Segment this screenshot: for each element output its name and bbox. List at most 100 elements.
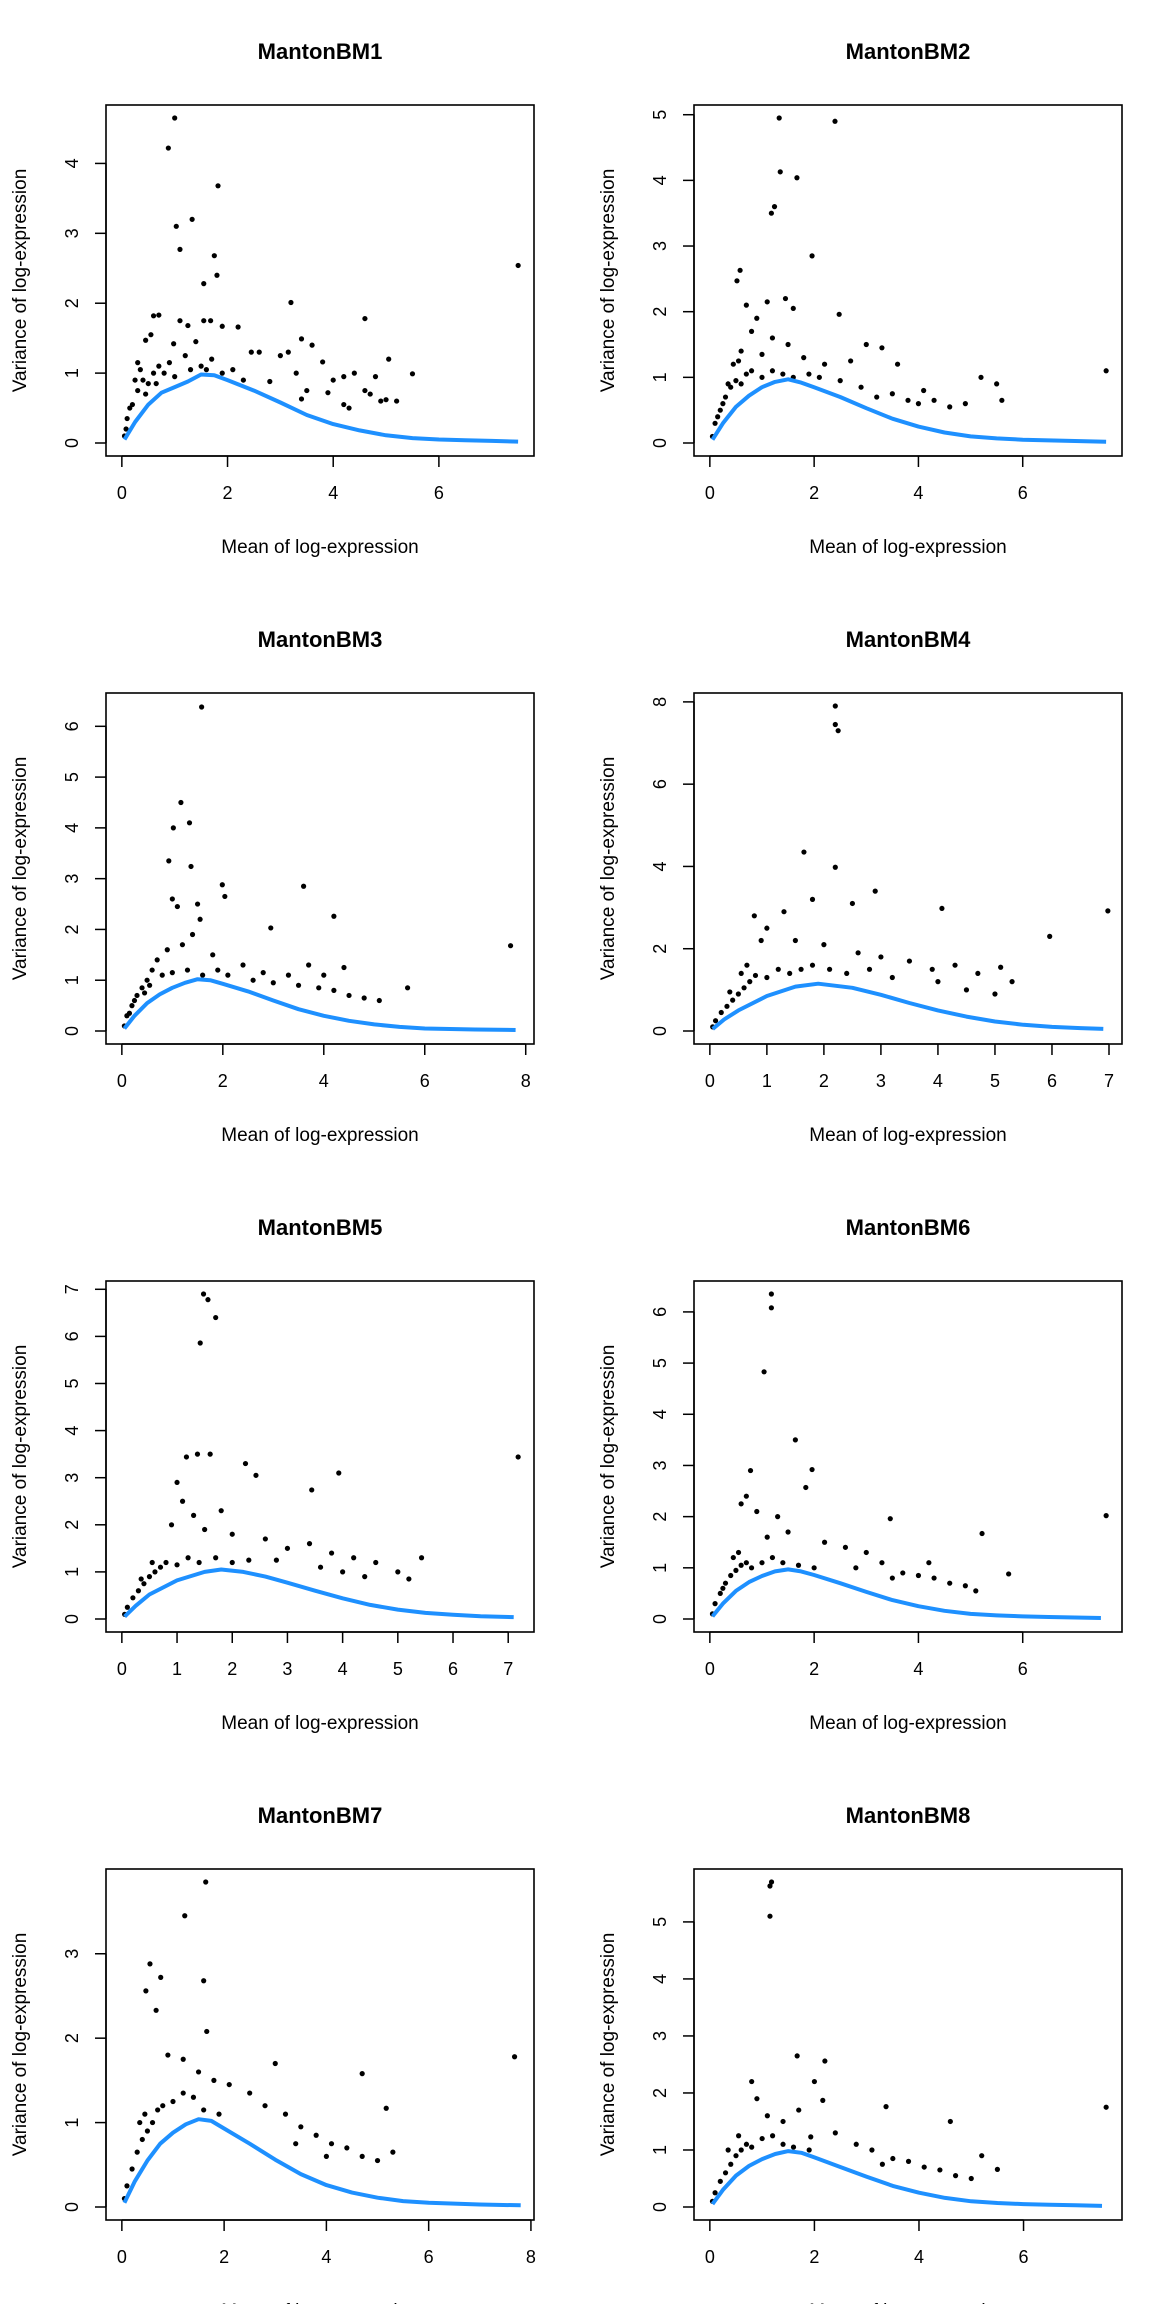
data-point	[186, 820, 193, 826]
data-point	[134, 992, 140, 999]
data-point	[790, 305, 796, 312]
data-point	[796, 2107, 802, 2113]
data-point	[738, 1501, 744, 1507]
x-tick-label: 2	[809, 483, 819, 503]
x-tick-label: 3	[282, 1659, 292, 1679]
data-point	[748, 1565, 755, 1571]
data-point	[179, 942, 186, 948]
points	[121, 115, 521, 439]
data-point	[768, 210, 774, 216]
data-point	[769, 1554, 776, 1561]
data-point	[177, 318, 183, 324]
x-tick-label: 2	[809, 2247, 819, 2267]
data-point	[262, 1536, 268, 1542]
data-point	[247, 2090, 253, 2096]
data-point	[285, 972, 292, 978]
data-point	[811, 1565, 817, 1571]
data-point	[362, 315, 368, 322]
data-point	[921, 387, 927, 394]
data-point	[199, 704, 205, 710]
data-point	[738, 2147, 744, 2153]
data-point	[776, 115, 782, 121]
data-point	[242, 1460, 249, 1467]
data-point	[848, 358, 854, 364]
points	[710, 703, 1111, 1030]
data-point	[738, 381, 744, 387]
data-point	[409, 371, 416, 377]
data-point	[931, 397, 937, 403]
plot-box	[693, 1868, 1123, 2221]
data-point	[177, 246, 183, 252]
y-tick-label: 3	[650, 241, 670, 251]
data-point	[820, 2097, 826, 2103]
x-tick-label: 6	[1019, 2247, 1029, 2267]
data-point	[336, 1470, 342, 1476]
data-point	[733, 378, 739, 384]
data-point	[844, 970, 850, 977]
data-point	[801, 355, 807, 361]
data-point	[222, 893, 228, 900]
data-point	[189, 216, 195, 222]
x-tick-label: 5	[990, 1071, 1000, 1091]
data-point	[759, 2135, 765, 2142]
data-point	[511, 2054, 518, 2060]
data-point	[515, 1454, 521, 1460]
x-axis-label: Mean of log-expression	[809, 537, 1007, 558]
trend-curve	[122, 2117, 521, 2208]
data-point	[879, 345, 885, 351]
data-point	[795, 1562, 802, 1568]
data-point	[837, 378, 843, 384]
panel-3: MantonBM3 Mean of log-expression Variance …	[10, 627, 535, 1146]
plot-box	[105, 692, 535, 1045]
data-point	[188, 863, 194, 870]
data-point	[235, 324, 241, 330]
x-tick-label: 0	[705, 1659, 715, 1679]
data-point	[201, 281, 207, 287]
data-point	[782, 295, 789, 302]
data-point	[515, 262, 521, 269]
data-point	[874, 394, 880, 400]
data-point	[267, 378, 273, 385]
data-point	[979, 1530, 985, 1537]
data-point	[193, 339, 199, 345]
points	[709, 1291, 1109, 1617]
panel-5: MantonBM5 Mean of log-expression Variance …	[10, 1215, 535, 1734]
data-point	[134, 2149, 140, 2155]
data-point	[215, 967, 221, 973]
data-point	[174, 1562, 180, 1568]
x-tick-label: 2	[219, 2247, 229, 2267]
data-point	[219, 323, 225, 329]
data-point	[201, 2107, 207, 2113]
x-tick-label: 4	[914, 2247, 924, 2267]
x-tick-label: 0	[117, 2247, 127, 2267]
data-point	[158, 1974, 164, 1980]
x-tick-label: 6	[448, 1659, 458, 1679]
data-point	[915, 401, 922, 407]
y-axis-label: Variance of log-expression	[598, 1345, 619, 1569]
data-point	[372, 374, 379, 380]
data-point	[735, 1549, 742, 1556]
data-point	[165, 2052, 171, 2058]
x-tick-label: 0	[705, 2247, 715, 2267]
data-point	[331, 987, 337, 993]
data-point	[724, 1003, 730, 1009]
x-tick-label: 0	[705, 483, 715, 503]
x-tick-label: 4	[321, 2247, 331, 2267]
data-point	[293, 370, 299, 376]
data-point	[1105, 908, 1111, 914]
y-tick-label: 2	[62, 924, 82, 934]
x-tick-label: 0	[117, 1071, 127, 1091]
data-point	[340, 1569, 346, 1575]
panel-4: MantonBM4 Mean of log-expression Variance …	[598, 627, 1123, 1146]
data-point	[728, 2161, 734, 2167]
data-point	[826, 966, 833, 972]
data-point	[832, 864, 838, 870]
data-point	[163, 1559, 169, 1566]
y-tick-label: 4	[62, 158, 82, 168]
data-point	[210, 952, 216, 958]
data-point	[780, 2118, 786, 2125]
data-point	[887, 1516, 893, 1522]
data-point	[174, 1479, 180, 1486]
y-tick-label: 1	[650, 372, 670, 382]
y-tick-label: 3	[62, 1473, 82, 1483]
